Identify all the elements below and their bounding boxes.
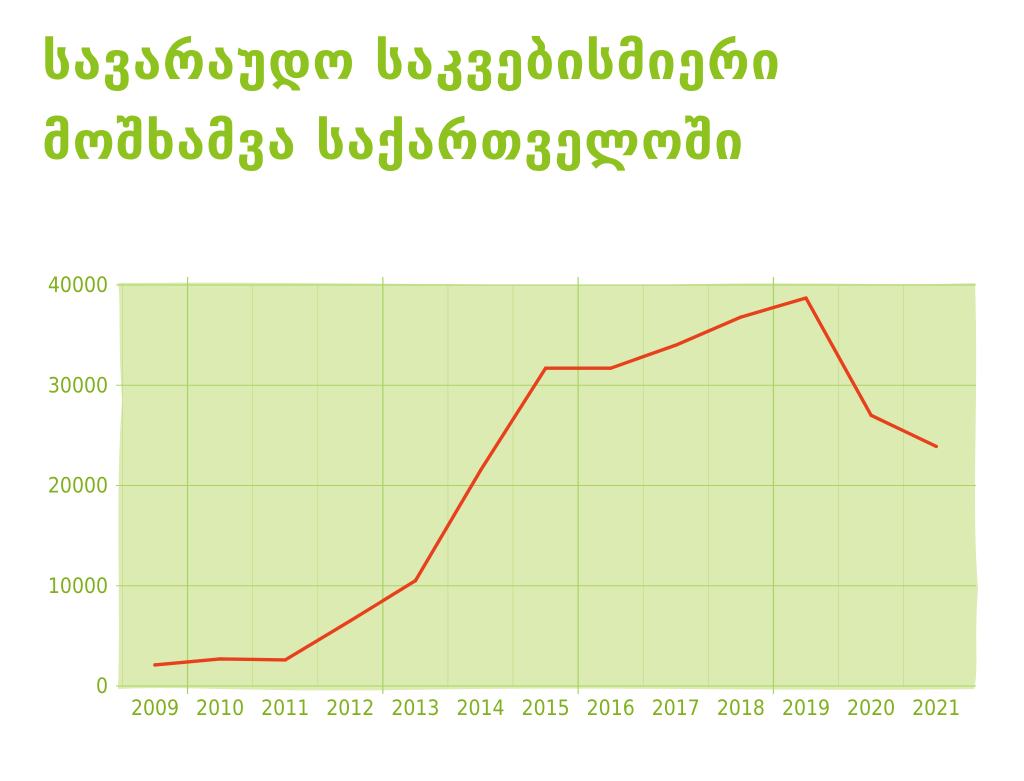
x-tick-label: 2014 [456,696,504,720]
data-point [478,468,483,473]
y-axis: 0 10000 20000 30000 40000 [48,273,108,698]
data-point [218,657,222,661]
x-tick-label: 2013 [391,696,439,720]
data-point [674,343,678,347]
data-point [804,296,808,300]
y-tick-label: 10000 [48,574,108,598]
x-tick-label: 2009 [131,696,179,720]
data-point [869,413,873,418]
x-axis: 2009 2010 2011 2012 2013 2014 2015 2016 2017 2018… [131,696,960,720]
x-tick-label: 2010 [196,696,244,720]
y-tick-label: 40000 [48,273,108,297]
data-point [739,315,743,319]
grid [116,277,976,694]
y-tick-label: 20000 [48,474,108,498]
x-tick-label: 2011 [261,696,309,720]
x-tick-label: 2020 [847,696,895,720]
x-tick-label: 2021 [912,696,960,720]
data-point [609,366,613,370]
x-tick-label: 2015 [522,696,570,720]
x-tick-label: 2012 [326,696,374,720]
x-tick-label: 2016 [587,696,635,720]
data-point [413,579,418,583]
y-tick-label: 0 [96,674,108,698]
data-point [153,663,157,667]
data-point [348,619,352,623]
data-point [283,658,287,662]
chart-title: სავარაუდო საკვებისმიერი მოშხამვა საქართვ… [42,32,782,172]
series-group [153,296,938,667]
x-tick-label: 2017 [652,696,700,720]
data-point [543,366,548,370]
plot-area [118,282,978,691]
data-point [934,444,938,449]
y-tick-label: 30000 [48,373,108,397]
x-tick-label: 2019 [782,696,830,720]
x-tick-label: 2018 [717,696,765,720]
